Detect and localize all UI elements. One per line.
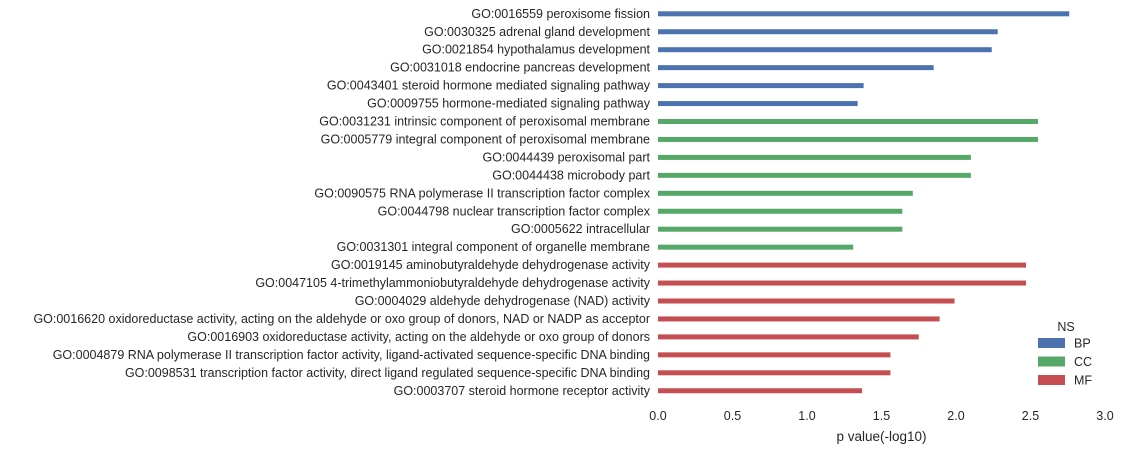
x-tick-label: 2.0 [947,409,964,423]
x-tick-label: 1.5 [873,409,890,423]
bar-mf [658,280,1027,286]
bar-bp [658,11,1070,17]
bar-bp [658,29,998,35]
category-label: GO:0031231 intrinsic component of peroxi… [319,115,650,129]
legend: NS BP CC MF [1038,320,1092,388]
category-label: GO:0044438 microbody part [492,168,650,182]
x-tick-label: 0.5 [724,409,741,423]
bar-cc [658,136,1038,142]
category-label: GO:0003707 steroid hormone receptor acti… [394,384,651,398]
category-label: GO:0030325 adrenal gland development [424,25,650,39]
category-label: GO:0090575 RNA polymerase II transcripti… [314,186,650,200]
legend-swatch-mf [1038,375,1065,385]
category-label: GO:0047105 4-trimethylammoniobutyraldehy… [255,276,650,290]
category-labels: GO:0016559 peroxisome fission GO:0030325 … [33,7,650,398]
legend-label-cc: CC [1074,355,1092,369]
bar-cc [658,208,903,214]
bar-mf [658,298,955,304]
bar-mf [658,370,891,376]
bar-bp [658,83,864,89]
legend-label-bp: BP [1074,337,1091,351]
bars-group [658,11,1070,394]
category-label: GO:0004879 RNA polymerase II transcripti… [53,348,650,362]
bar-cc [658,244,854,250]
category-label: GO:0031018 endocrine pancreas developmen… [390,61,650,75]
category-label: GO:0016903 oxidoreductase activity, acti… [187,330,650,344]
category-label: GO:0005622 intracellular [511,222,650,236]
legend-swatch-bp [1038,338,1065,348]
category-label: GO:0021854 hypothalamus development [422,43,650,57]
bar-mf [658,352,891,358]
bar-cc [658,190,913,196]
legend-title: NS [1057,320,1074,334]
bar-mf [658,316,940,322]
bar-cc [658,172,971,178]
category-label: GO:0098531 transcription factor activity… [125,366,650,380]
x-tick-label: 1.0 [798,409,815,423]
category-label: GO:0019145 aminobutyraldehyde dehydrogen… [331,258,651,272]
bar-bp [658,101,858,107]
bar-cc [658,119,1038,124]
legend-swatch-cc [1038,356,1065,367]
category-label: GO:0044439 peroxisomal part [483,150,651,164]
category-label: GO:0044798 nuclear transcription factor … [378,204,651,218]
bar-cc [658,154,971,160]
bar-cc [658,226,903,232]
bar-mf [658,262,1027,268]
bar-bp [658,65,934,71]
category-label: GO:0016559 peroxisome fission [471,7,650,21]
category-label: GO:0043401 steroid hormone mediated sign… [327,79,651,93]
category-label: GO:0004029 aldehyde dehydrogenase (NAD) … [355,294,651,308]
x-axis-ticks: 0.0 0.5 1.0 1.5 2.0 2.5 3.0 [649,409,1113,423]
legend-label-mf: MF [1074,374,1092,388]
x-tick-label: 2.5 [1022,409,1039,423]
x-tick-label: 3.0 [1096,409,1113,423]
x-axis-label: p value(-log10) [836,429,926,444]
category-label: GO:0016620 oxidoreductase activity, acti… [33,312,650,326]
category-label: GO:0005779 integral component of peroxis… [321,132,650,146]
x-tick-label: 0.0 [649,409,666,423]
bar-mf [658,334,919,340]
bar-mf [658,388,863,394]
category-label: GO:0009755 hormone-mediated signaling pa… [367,97,651,111]
bar-bp [658,47,992,53]
category-label: GO:0031301 integral component of organel… [337,240,650,254]
